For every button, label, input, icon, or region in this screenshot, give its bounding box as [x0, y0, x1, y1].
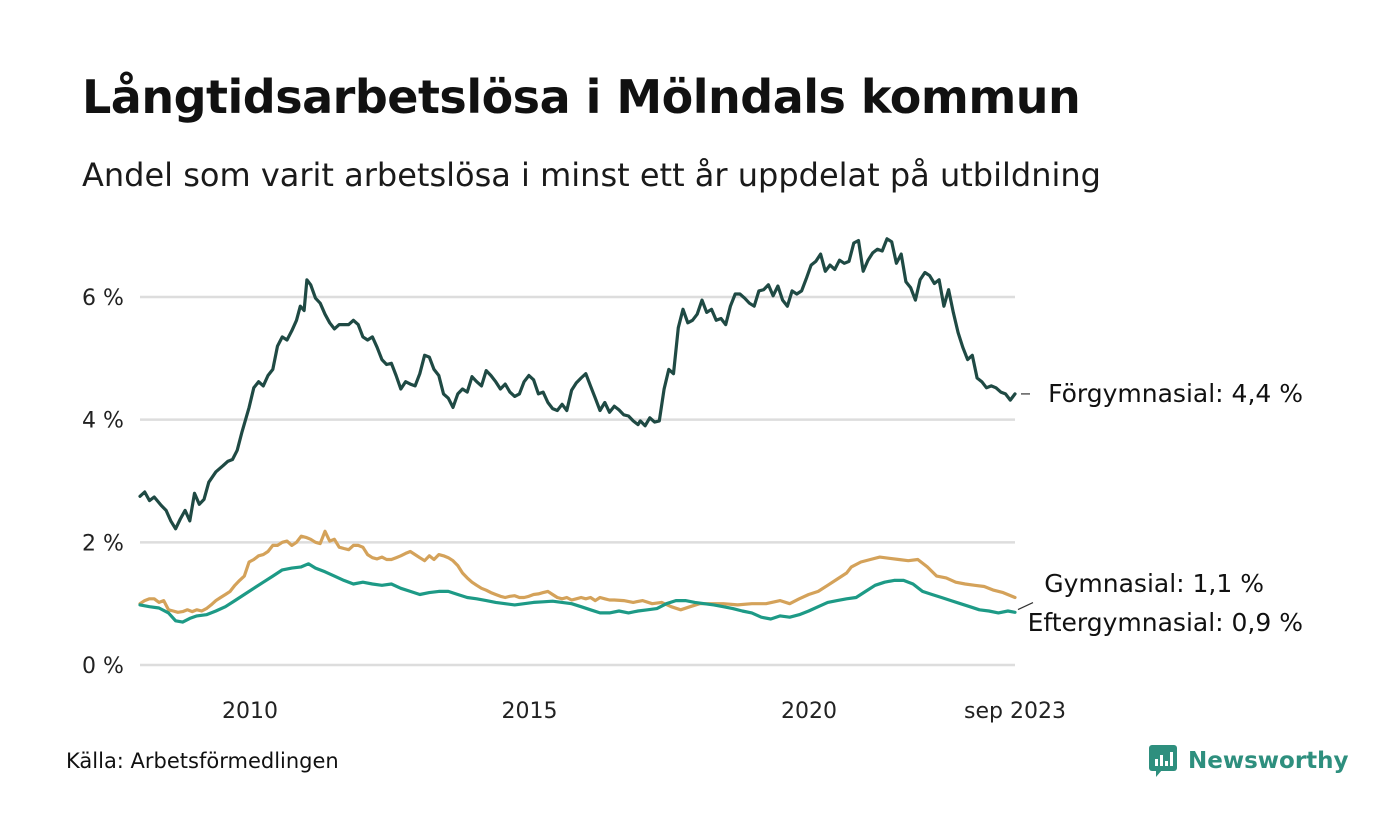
label-connector — [1017, 601, 1034, 611]
x-tick-label: 2010 — [222, 699, 278, 724]
grid-lines — [140, 295, 1015, 667]
series-end-label-gymnasial: Gymnasial: 1,1 % — [1044, 569, 1264, 598]
y-axis-tick-labels: 0 % 2 % 4 % 6 % — [82, 286, 124, 679]
x-tick-label: 2015 — [502, 699, 558, 724]
x-tick-label: sep 2023 — [964, 699, 1066, 724]
chart-title: Långtidsarbetslösa i Mölndals kommun — [82, 70, 1081, 124]
series-line-eftergymnasial — [138, 562, 1017, 624]
series-end-label-eftergymnasial: Eftergymnasial: 0,9 % — [1028, 608, 1303, 637]
series-line-förgymnasial — [138, 237, 1017, 531]
brand-name: Newsworthy — [1188, 748, 1349, 774]
y-tick-label: 6 % — [82, 286, 124, 311]
x-tick-label: 2020 — [781, 699, 837, 724]
x-axis-tick-labels: 2010 2015 2020 sep 2023 — [222, 699, 1066, 724]
newsworthy-logo-icon — [1149, 745, 1177, 777]
series-end-label-förgymnasial: Förgymnasial: 4,4 % — [1048, 379, 1303, 408]
series-lines — [138, 237, 1017, 624]
series-line-gymnasial — [138, 529, 1017, 614]
source-credit: Källa: Arbetsförmedlingen — [66, 749, 339, 773]
chart-subtitle: Andel som varit arbetslösa i minst ett å… — [82, 156, 1101, 194]
series-end-labels: Förgymnasial: 4,4 % Gymnasial: 1,1 % Efter… — [1017, 379, 1303, 637]
y-tick-label: 4 % — [82, 409, 124, 434]
y-tick-label: 2 % — [82, 531, 124, 556]
brand-logo: Newsworthy — [1148, 744, 1349, 778]
y-tick-label: 0 % — [82, 654, 124, 679]
